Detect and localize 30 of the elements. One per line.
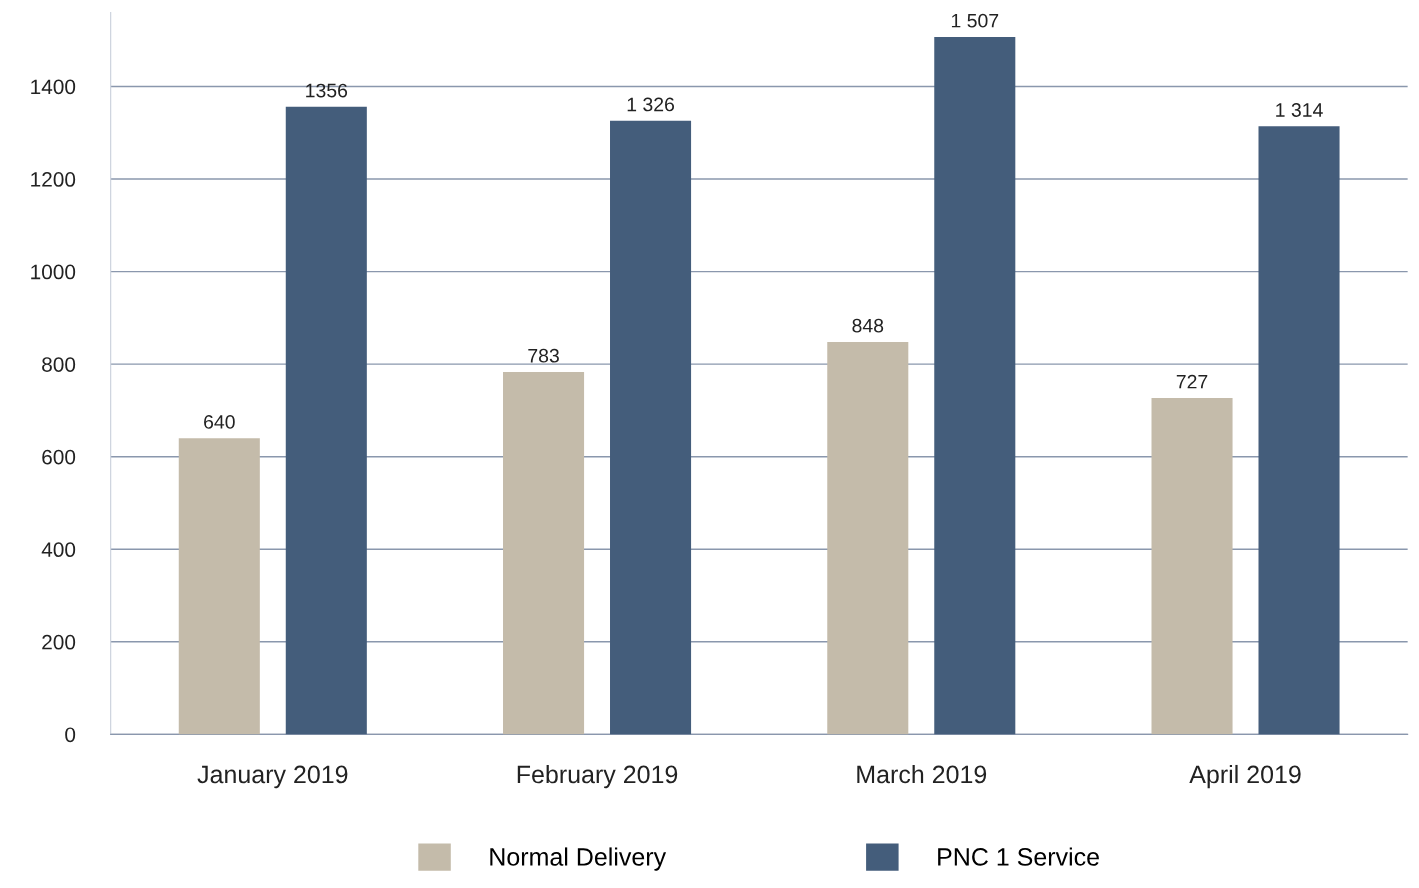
bar [178, 438, 260, 735]
bar [285, 106, 367, 735]
bar [610, 120, 692, 735]
y-tick-label: 400 [41, 542, 76, 558]
x-tick-label: April 2019 [1189, 764, 1301, 789]
data-label: 783 [528, 348, 559, 363]
x-tick-label: January 2019 [197, 765, 348, 789]
y-tick-label: 1000 [31, 264, 76, 280]
data-label: 848 [852, 318, 884, 333]
x-tick-label: February 2019 [517, 764, 678, 789]
bar [1258, 126, 1340, 735]
legend-label: PNC 1 Service [938, 847, 1099, 866]
data-label: 1 326 [627, 97, 675, 112]
data-label: 640 [204, 415, 235, 429]
bar [503, 372, 585, 735]
bar [827, 341, 909, 735]
y-tick-label: 1400 [31, 79, 76, 95]
data-label: 1356 [306, 83, 348, 98]
y-tick-label: 600 [42, 449, 76, 465]
data-label: 1 507 [951, 13, 999, 28]
y-tick-label: 800 [42, 357, 76, 372]
data-label: 727 [1176, 374, 1208, 389]
bar [1151, 397, 1233, 735]
y-tick-label: 0 [65, 727, 76, 743]
y-tick-label: 1200 [31, 172, 76, 187]
data-label: 1 314 [1276, 103, 1323, 117]
bar [934, 36, 1016, 735]
x-tick-label: March 2019 [857, 764, 987, 784]
y-tick-label: 200 [42, 634, 76, 650]
legend-label: Normal Delivery [490, 847, 667, 871]
